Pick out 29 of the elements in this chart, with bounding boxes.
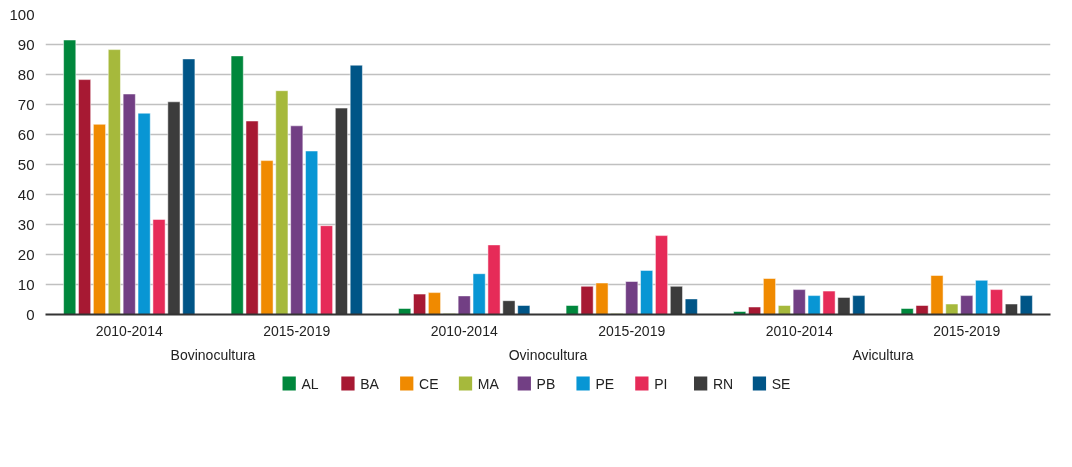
y-tick-label: 80 <box>17 65 35 83</box>
text: Avicultura <box>852 346 914 363</box>
y-tick-label: 60 <box>17 125 35 143</box>
legend-label: CE <box>419 375 439 392</box>
text: Bovinocultura <box>170 346 256 363</box>
y-tick-label: 70 <box>17 95 35 113</box>
text: Ovinocultura <box>508 346 588 363</box>
y-tick-label: 40 <box>17 185 35 203</box>
y-tick-label: 30 <box>17 215 35 233</box>
legend-label: MA <box>477 375 500 392</box>
legend-label: SE <box>771 375 791 392</box>
legend-label: BA <box>360 375 380 392</box>
y-tick-label: 20 <box>17 245 35 263</box>
x-tick-label: 2015-2019 <box>933 322 1001 339</box>
x-tick-label: 2015-2019 <box>598 322 666 339</box>
legend-label: PE <box>595 375 615 392</box>
y-tick-label: 0 <box>26 305 35 323</box>
x-tick-label: 2010-2014 <box>765 322 833 339</box>
y-tick-label: 100 <box>9 5 35 23</box>
y-tick-label: 10 <box>17 275 35 293</box>
legend-label: PB <box>536 375 556 392</box>
y-tick-label: 50 <box>17 155 35 173</box>
y-tick-label: 90 <box>17 35 35 53</box>
x-tick-label: 2010-2014 <box>95 322 163 339</box>
x-tick-label: 2015-2019 <box>263 322 331 339</box>
legend-label: RN <box>712 375 734 392</box>
x-tick-label: 2010-2014 <box>430 322 498 339</box>
legend-label: AL <box>301 375 319 392</box>
legend-label: PI <box>654 375 668 392</box>
